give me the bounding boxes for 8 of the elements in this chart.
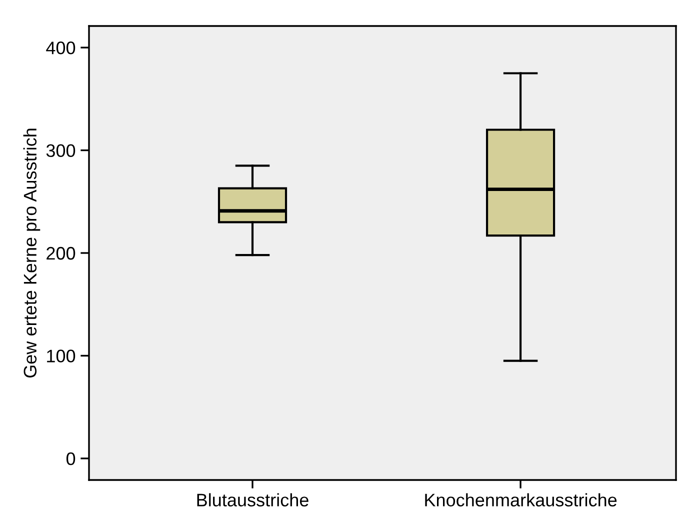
y-tick-label: 200 [46,246,76,260]
y-tick-label: 400 [46,42,76,54]
x-tick-label: Knochenmarkausstriche [425,493,617,506]
y-tick-label: 100 [47,350,76,362]
y-tick-label: 300 [46,144,76,158]
x-tick-label: Blutausstriche [197,493,308,506]
y-tick-label: 0 [66,452,76,466]
y-axis-title: Gew ertete Kerne pro Ausstrich [23,128,40,378]
